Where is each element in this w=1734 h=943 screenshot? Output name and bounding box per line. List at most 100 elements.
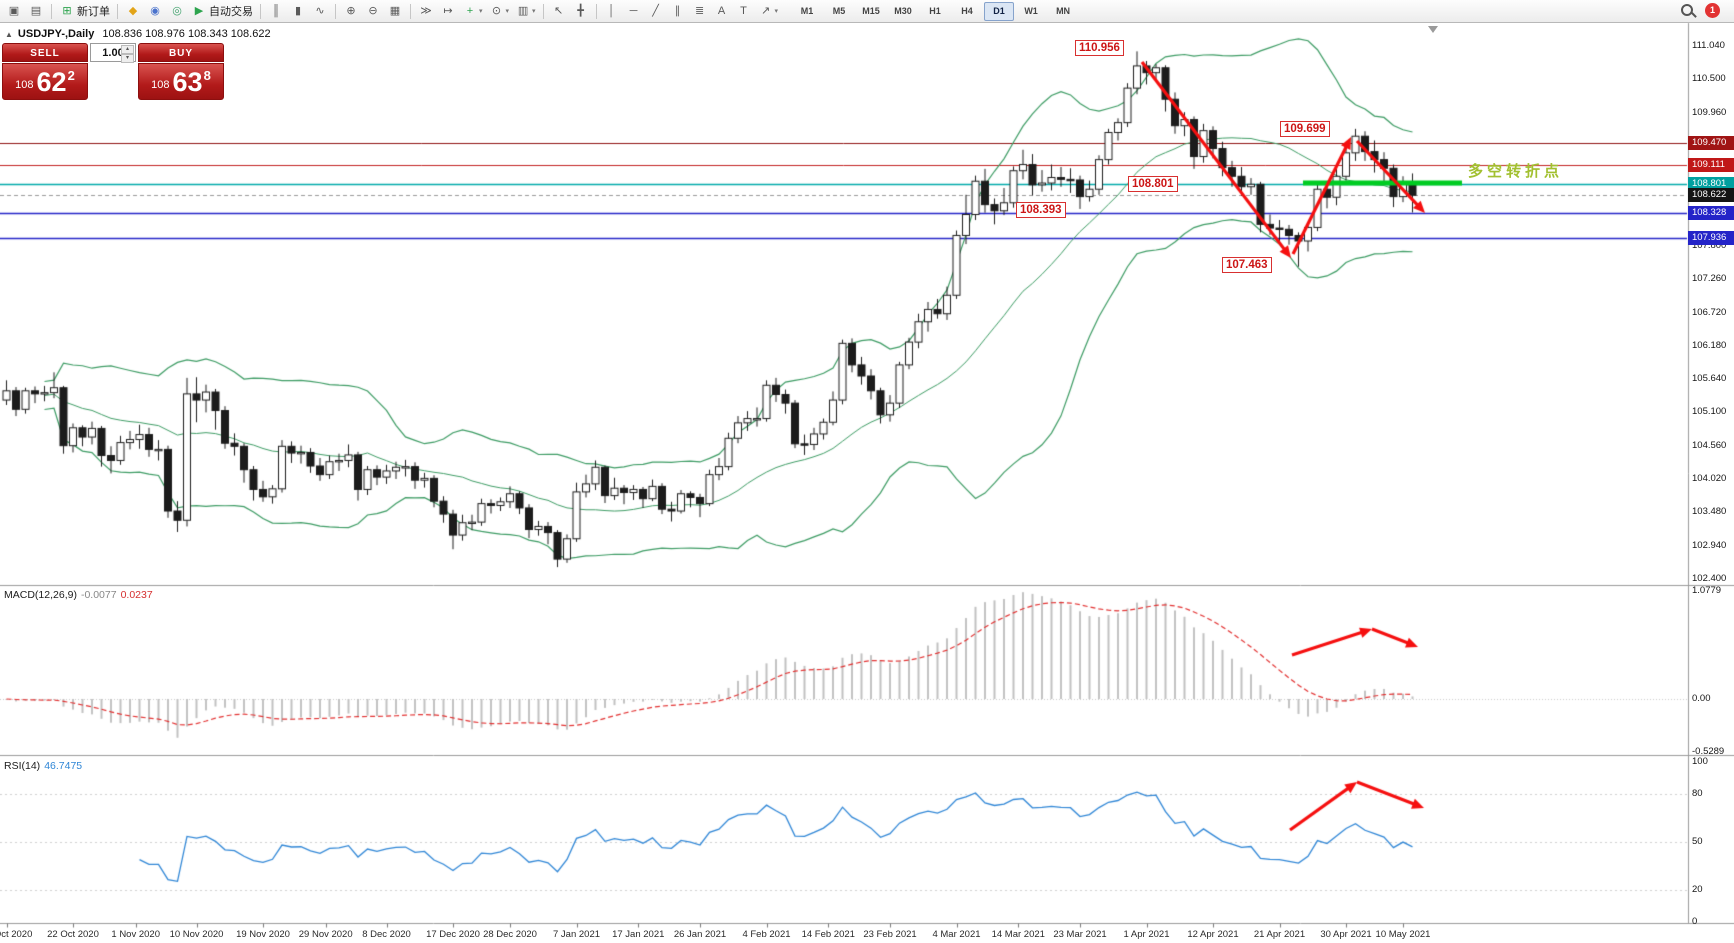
timeframe-m15[interactable]: M15 — [862, 5, 880, 16]
rsi-scale-label: 80 — [1692, 788, 1703, 799]
rsi-scale-label: 0 — [1692, 916, 1698, 927]
price-callout-107.463[interactable]: 107.463 — [1222, 257, 1272, 273]
timeframe-m1[interactable]: M1 — [800, 5, 814, 16]
timeframe-h4[interactable]: H4 — [961, 5, 973, 16]
search-lens — [1681, 4, 1693, 16]
chart-header: ▲ USDJPY-,Daily 108.836 108.976 108.343 10… — [5, 28, 271, 40]
buy-button-header[interactable]: BUY — [138, 43, 224, 62]
bar-chart-icon: ║ — [272, 4, 280, 17]
cursor-icon[interactable]: ↖ — [548, 1, 570, 22]
toolbar-separator — [410, 3, 411, 19]
ohlc-values: 108.836 108.976 108.343 108.622 — [102, 28, 271, 40]
new-order-button-label: 新订单 — [77, 6, 110, 18]
toolbar: ▣ ▤ ⊞ 新订单 ◆ ◉ ◎ ▶ 自动交易 ║ ▮ ∿ ⊕ ⊖ ▦ ≫ ↦ + ▾ ⊙ ▾ ▥ ▾ ↖ ╋ │ ─ ╱ ∥ ≣ A T ↗ ▾ … — [0, 0, 1734, 23]
bar-chart-icon[interactable]: ║ — [265, 1, 287, 22]
text-icon: A — [717, 4, 726, 17]
autotrading-button[interactable]: ▶ 自动交易 — [188, 1, 256, 22]
symbol-label: USDJPY-,Daily — [17, 28, 95, 40]
candlestick-chart-icon: ▮ — [294, 4, 302, 17]
cursor-icon: ↖ — [553, 4, 564, 17]
volume-down-button[interactable]: ▾ — [121, 54, 134, 63]
buy-price-button[interactable]: 108 63 8 — [138, 63, 224, 100]
buy-price-big: 63 — [172, 67, 203, 97]
timeframe-m30[interactable]: M30 — [894, 5, 912, 16]
price-axis-label: 105.100 — [1692, 406, 1727, 418]
trade-panel-gap — [90, 63, 136, 100]
tile-windows-icon: ▦ — [389, 4, 401, 17]
sell-price-big: 62 — [36, 67, 67, 97]
sell-button-header[interactable]: SELL — [2, 43, 88, 62]
timeframe-buttons: M1 M5 M15 M30 H1 H4 D1 W1 MN — [791, 1, 1079, 21]
price-axis-label: 104.020 — [1692, 472, 1727, 484]
price-axis-label: 102.940 — [1692, 539, 1727, 551]
macd-scale-zero: 0.00 — [1692, 693, 1711, 704]
text-icon[interactable]: A — [711, 1, 733, 22]
price-callout-108.393[interactable]: 108.393 — [1016, 202, 1066, 218]
rsi-scale-label: 20 — [1692, 884, 1703, 895]
price-tag-108.801: 108.801 — [1688, 177, 1734, 192]
notification-badge[interactable]: 1 — [1705, 3, 1720, 18]
channel-icon[interactable]: ∥ — [667, 1, 689, 22]
toolbar-items: ▣ ▤ ⊞ 新订单 ◆ ◉ ◎ ▶ 自动交易 ║ ▮ ∿ ⊕ ⊖ ▦ ≫ ↦ + ▾ ⊙ ▾ ▥ ▾ ↖ ╋ │ ─ ╱ ∥ ≣ A T ↗ ▾ — [3, 1, 781, 22]
auto-scroll-icon[interactable]: ≫ — [415, 1, 437, 22]
templates-button[interactable]: ▥ ▾ — [512, 1, 539, 22]
date-label: 21 Apr 2021 — [1253, 929, 1306, 940]
profiles-icon[interactable]: ▤ — [25, 1, 47, 22]
market-watch-icon: ◉ — [150, 4, 160, 17]
chart-shift-icon[interactable]: ↦ — [437, 1, 459, 22]
zoom-in-icon[interactable]: ⊕ — [340, 1, 362, 22]
timeframe-d1[interactable]: D1 — [984, 1, 1015, 21]
timeframe-m5[interactable]: M5 — [832, 5, 846, 16]
timeframe-w1[interactable]: W1 — [1024, 5, 1038, 16]
arrows-tool-button[interactable]: ↗ ▾ — [755, 1, 782, 22]
data-window-icon: ◎ — [172, 4, 182, 17]
new-order-button[interactable]: ⊞ 新订单 — [56, 1, 113, 22]
data-window-icon[interactable]: ◎ — [166, 1, 188, 22]
price-callout-110.956[interactable]: 110.956 — [1075, 40, 1124, 56]
date-label: 14 Mar 2021 — [991, 929, 1045, 940]
vertical-line-icon[interactable]: │ — [601, 1, 623, 22]
new-chart-icon[interactable]: ▣ — [3, 1, 25, 22]
line-chart-icon[interactable]: ∿ — [309, 1, 331, 22]
rsi-name: RSI(14) — [4, 760, 41, 772]
crosshair-icon[interactable]: ╋ — [570, 1, 592, 22]
volume-input[interactable]: 1.00 ▴ ▾ — [90, 43, 136, 63]
search-tail — [1691, 12, 1697, 18]
chart-shift-marker[interactable] — [1428, 26, 1438, 33]
periods-button[interactable]: ⊙ ▾ — [486, 1, 513, 22]
candlestick-chart-icon[interactable]: ▮ — [287, 1, 309, 22]
rsi-label: RSI(14) 46.7475 — [4, 760, 82, 772]
date-label: 8 Dec 2020 — [362, 929, 411, 940]
fibonacci-icon[interactable]: ≣ — [689, 1, 711, 22]
volume-spinner: ▴ ▾ — [121, 45, 134, 63]
add-indicator-button[interactable]: + ▾ — [459, 1, 486, 22]
turning-point-label[interactable]: 多空转折点 — [1468, 163, 1564, 180]
toolbar-separator — [335, 3, 336, 19]
chevron-down-icon: ▾ — [532, 8, 536, 15]
one-click-collapse-icon[interactable]: ▲ — [5, 30, 13, 39]
date-label: 1 Nov 2020 — [111, 929, 160, 940]
price-callout-109.699[interactable]: 109.699 — [1280, 121, 1330, 137]
horizontal-line-icon[interactable]: ─ — [623, 1, 645, 22]
price-tag-108.328: 108.328 — [1688, 206, 1734, 221]
price-tag-109.470: 109.470 — [1688, 135, 1734, 150]
date-label: 12 Apr 2021 — [1187, 929, 1239, 940]
trendline-icon[interactable]: ╱ — [645, 1, 667, 22]
chevron-down-icon: ▾ — [479, 8, 483, 15]
volume-value[interactable]: 1.00 — [102, 46, 124, 59]
text-label-icon[interactable]: T — [733, 1, 755, 22]
market-watch-icon[interactable]: ◉ — [144, 1, 166, 22]
add-indicator-button: + — [466, 4, 474, 17]
sell-price-button[interactable]: 108 62 2 — [2, 63, 88, 100]
price-tag-108.622: 108.622 — [1688, 188, 1734, 203]
search-icon[interactable] — [1681, 4, 1697, 19]
price-callout-108.801[interactable]: 108.801 — [1128, 176, 1178, 192]
zoom-out-icon[interactable]: ⊖ — [362, 1, 384, 22]
tile-windows-icon[interactable]: ▦ — [384, 1, 406, 22]
timeframe-mn[interactable]: MN — [1056, 5, 1071, 16]
volume-up-button[interactable]: ▴ — [121, 45, 134, 54]
metaeditor-icon[interactable]: ◆ — [122, 1, 144, 22]
timeframe-h1[interactable]: H1 — [929, 5, 941, 16]
